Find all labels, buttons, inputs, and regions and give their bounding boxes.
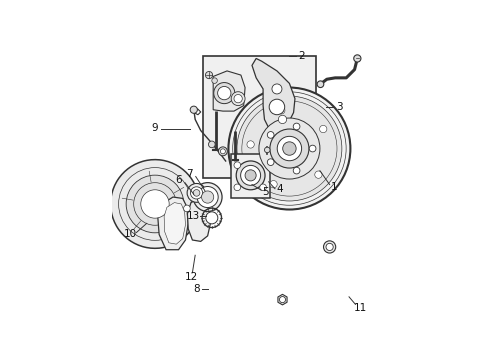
Text: 10: 10: [123, 229, 136, 239]
Circle shape: [314, 171, 322, 178]
Wedge shape: [110, 159, 199, 248]
Circle shape: [278, 115, 286, 123]
Text: 3: 3: [335, 102, 342, 112]
Circle shape: [264, 147, 269, 153]
Circle shape: [190, 187, 202, 199]
Bar: [231, 154, 269, 198]
Circle shape: [246, 141, 254, 148]
Text: 7: 7: [186, 169, 193, 179]
Circle shape: [193, 183, 222, 211]
Circle shape: [236, 161, 264, 190]
Circle shape: [240, 165, 260, 185]
Circle shape: [213, 82, 234, 104]
Circle shape: [211, 78, 217, 84]
Polygon shape: [164, 203, 185, 244]
Circle shape: [218, 147, 227, 156]
Circle shape: [269, 180, 277, 188]
Circle shape: [319, 125, 326, 133]
Circle shape: [293, 167, 299, 174]
Circle shape: [233, 94, 242, 103]
Text: 9: 9: [151, 123, 158, 133]
Circle shape: [233, 184, 240, 191]
Circle shape: [193, 190, 200, 196]
Circle shape: [231, 92, 244, 105]
Circle shape: [237, 96, 341, 201]
Text: 4: 4: [276, 184, 283, 194]
Polygon shape: [277, 294, 286, 305]
Text: 11: 11: [353, 303, 366, 313]
Circle shape: [208, 141, 215, 148]
Circle shape: [267, 159, 273, 166]
Circle shape: [205, 72, 212, 79]
Circle shape: [259, 118, 319, 179]
Text: 1: 1: [330, 183, 336, 192]
Circle shape: [308, 145, 315, 152]
Circle shape: [187, 184, 205, 202]
Circle shape: [317, 81, 323, 87]
Circle shape: [268, 99, 284, 115]
Circle shape: [228, 87, 350, 210]
Polygon shape: [158, 197, 188, 250]
Circle shape: [353, 55, 360, 62]
Circle shape: [205, 212, 217, 224]
Circle shape: [233, 162, 240, 168]
Text: 5: 5: [262, 186, 268, 197]
Circle shape: [269, 129, 308, 168]
Text: 6: 6: [175, 175, 182, 185]
Text: 2: 2: [298, 51, 305, 61]
Circle shape: [220, 149, 225, 154]
Circle shape: [259, 184, 266, 191]
Circle shape: [201, 191, 213, 203]
Circle shape: [323, 241, 335, 253]
Circle shape: [183, 205, 190, 212]
Circle shape: [293, 123, 299, 130]
Bar: [203, 56, 315, 177]
Circle shape: [282, 142, 296, 155]
Circle shape: [141, 190, 169, 218]
Circle shape: [244, 170, 256, 181]
Text: 13: 13: [187, 211, 200, 221]
Circle shape: [325, 243, 332, 251]
Polygon shape: [213, 71, 244, 111]
Text: 12: 12: [184, 273, 197, 283]
Polygon shape: [251, 58, 294, 131]
Polygon shape: [187, 198, 210, 242]
Circle shape: [197, 186, 218, 208]
Circle shape: [277, 136, 301, 161]
Circle shape: [217, 86, 230, 100]
Text: 8: 8: [193, 284, 200, 293]
Circle shape: [190, 106, 197, 113]
Circle shape: [126, 175, 183, 233]
Circle shape: [277, 107, 285, 114]
Circle shape: [271, 84, 282, 94]
Circle shape: [267, 131, 273, 138]
Circle shape: [279, 297, 285, 303]
